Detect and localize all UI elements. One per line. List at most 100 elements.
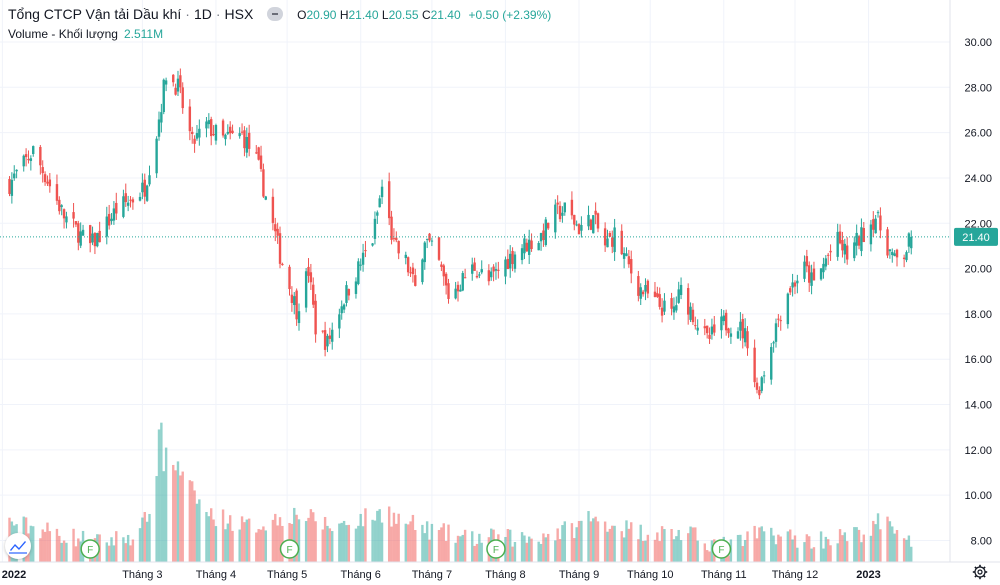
settings-icon[interactable] [972, 564, 988, 580]
symbol-title[interactable]: Tổng CTCP Vận tải Dầu khí [8, 6, 182, 22]
candle [164, 77, 168, 92]
interval-label[interactable]: 1D [193, 6, 212, 22]
candle-body [290, 294, 294, 303]
candle [577, 223, 581, 235]
volume-bar [179, 475, 182, 562]
time-tick-label: 2022 [2, 569, 26, 581]
price-tick-label: 24.00 [964, 173, 992, 185]
volume-bar [264, 530, 267, 562]
candle-body [537, 243, 540, 251]
volume-bar [876, 513, 880, 562]
tradingview-logo-icon[interactable] [5, 533, 31, 559]
volume-bar [608, 528, 612, 562]
dividend-flag-circle [711, 539, 732, 559]
candle [210, 116, 213, 146]
volume-bar [705, 550, 709, 562]
volume-bar [198, 499, 201, 562]
volume-bar [786, 531, 790, 562]
candle-body [663, 300, 666, 312]
candle-body [608, 233, 612, 237]
volume-bar [205, 512, 208, 562]
candle [378, 195, 381, 208]
volume-bar [589, 521, 593, 562]
price-tick-label: 14.00 [964, 400, 992, 412]
volume-bar [862, 534, 865, 562]
candle-body [77, 223, 80, 243]
candle [492, 264, 495, 282]
last-price-badge [954, 227, 998, 246]
volume-bar [670, 529, 673, 562]
candle [838, 224, 842, 245]
volume-bar [891, 526, 894, 562]
volume-bar [741, 546, 744, 562]
volume-bar [174, 470, 177, 562]
candle [774, 318, 778, 348]
candle-body [463, 277, 467, 279]
candle-body [793, 282, 797, 287]
volume-bar [77, 538, 80, 562]
dividend-flag-icon[interactable]: F [711, 539, 732, 559]
candle [513, 251, 517, 273]
dividend-flag-icon[interactable]: F [80, 539, 100, 559]
volume-bar [777, 534, 780, 562]
candle [276, 222, 279, 244]
price-tick-label: 12.00 [964, 445, 992, 457]
candle-body [304, 271, 308, 308]
candle-body [228, 126, 232, 134]
volume-bar [444, 540, 448, 562]
volume-bar [124, 543, 127, 562]
candle [148, 165, 151, 187]
volume-label[interactable]: Volume - Khối lượng [8, 27, 118, 41]
eye-icon[interactable] [267, 7, 284, 21]
candle [570, 191, 574, 220]
volume-bar [110, 537, 113, 562]
volume-bar [430, 523, 434, 562]
candle [380, 179, 384, 205]
volume-bar [107, 545, 111, 562]
candle-body [340, 306, 343, 314]
candle-body [530, 240, 533, 250]
candle [753, 339, 756, 388]
candle [836, 223, 839, 261]
candle [347, 288, 351, 301]
price-tick-label: 30.00 [964, 37, 992, 49]
candle [480, 260, 483, 275]
candle [406, 256, 410, 277]
volume-bar [596, 521, 600, 562]
volume-bar [105, 542, 108, 562]
candle-body [786, 293, 790, 325]
dividend-flag-icon[interactable]: F [486, 539, 506, 559]
volume-bar [639, 524, 642, 562]
candle [741, 313, 744, 349]
candle-body [478, 274, 481, 276]
candle-body [371, 243, 374, 246]
candle [397, 240, 400, 260]
candle [257, 146, 260, 161]
volume-bar [442, 523, 445, 562]
candle [891, 248, 894, 263]
dividend-flag-icon[interactable]: F [279, 539, 300, 559]
candle-body [822, 263, 825, 273]
candle [110, 213, 113, 225]
candle-body [440, 264, 443, 267]
volume-bar [79, 541, 82, 562]
candle-body [359, 264, 362, 266]
volume-bar [314, 521, 317, 562]
candle-body [326, 335, 329, 347]
candle [281, 262, 284, 266]
candle-body [276, 228, 279, 236]
candle-body [257, 147, 260, 160]
candle [243, 126, 246, 157]
candle-body [274, 224, 277, 232]
volume-bar [544, 537, 548, 562]
price-axis[interactable]: 8.00 10.00 12.00 14.00 16.00 18.00 20.00 22.00 2… [949, 0, 992, 562]
candle-body [504, 259, 507, 277]
candle [689, 302, 692, 323]
candle [826, 252, 830, 265]
candle [48, 173, 52, 193]
candle [131, 197, 135, 210]
time-axis[interactable]: 2022 Tháng 3 Tháng 4 Tháng 5 Tháng 6 Tháng 7 T… [0, 561, 1000, 581]
candle-body [891, 251, 894, 256]
